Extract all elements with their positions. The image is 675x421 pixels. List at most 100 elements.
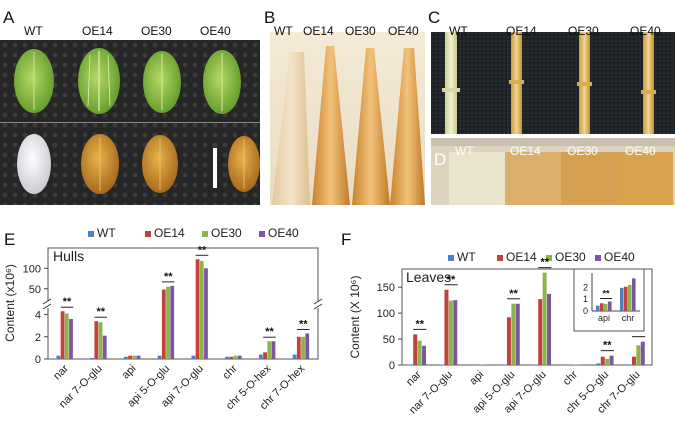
legend-swatch (595, 255, 601, 261)
bar (422, 345, 427, 365)
bar (417, 340, 422, 365)
bar (128, 355, 132, 359)
chart-title: Leaves (406, 269, 451, 285)
bar (94, 321, 99, 359)
inset-significance-mark: ** (602, 289, 610, 299)
bar (448, 300, 453, 365)
significance-mark: ** (63, 296, 72, 308)
bar (605, 358, 610, 365)
panel-letter-e: E (4, 230, 16, 249)
inset-category-label: api (598, 313, 610, 323)
axis-break-mark (313, 298, 323, 305)
bar (609, 355, 614, 365)
bar (636, 345, 641, 365)
seed-photo (0, 40, 260, 205)
significance-mark: ** (96, 306, 105, 318)
bar (263, 352, 267, 359)
bar (170, 285, 175, 359)
bar (305, 333, 310, 359)
y-axis-label: Content (X 10⁶) (348, 276, 362, 359)
panel-d-label-wt: WT (455, 144, 474, 158)
bar (60, 311, 65, 359)
inset-y-tick-label: 0 (583, 306, 588, 316)
bar (123, 356, 128, 359)
significance-mark: ** (447, 274, 456, 286)
bar (98, 322, 103, 359)
significance-mark: ** (541, 257, 550, 269)
panel-c-label-oe30: OE30 (568, 24, 599, 38)
inset-bar (624, 286, 628, 311)
bar (233, 355, 238, 359)
green-seed (14, 49, 54, 113)
panel-b-label-oe40: OE40 (388, 24, 419, 38)
legend-label: OE40 (604, 250, 635, 264)
y-tick-label: 2 (35, 332, 41, 344)
bar (292, 354, 297, 359)
scale-bar (213, 148, 217, 188)
legend-swatch (145, 231, 151, 237)
bar (204, 268, 208, 359)
leaves-bar-chart: WT OE14 OE30 OE40 0 50 100 150 Content (X 10⁶) Le… (348, 250, 653, 416)
legend-swatch (546, 255, 552, 261)
plot-frame (47, 247, 319, 360)
bar (157, 355, 162, 359)
green-seed (143, 51, 181, 113)
axis-break-mark (313, 303, 323, 310)
bar (56, 355, 61, 359)
bar (199, 260, 204, 359)
panel-letter-f: F (341, 230, 352, 249)
inset-y-tick-label: 2 (583, 282, 588, 292)
panel-letter-b: B (264, 8, 276, 27)
inset-bar (620, 287, 624, 311)
axis-break-mark (42, 298, 52, 305)
bar (408, 364, 413, 365)
bar (506, 317, 511, 365)
bar (596, 363, 601, 365)
inset-bar (632, 278, 636, 311)
inset-category-label: chr (622, 313, 635, 323)
bar (640, 341, 645, 365)
bar (267, 341, 272, 359)
axis-break-gap (42, 301, 51, 308)
legend-swatch (448, 255, 454, 261)
stem-photo (270, 32, 425, 205)
bar (453, 300, 458, 365)
golden-seed (81, 134, 119, 194)
bar (90, 357, 95, 359)
y-axis-label: Content (x10⁶) (3, 264, 17, 342)
bar (627, 364, 632, 365)
panel-a-label-oe30: OE30 (141, 24, 172, 38)
significance-mark: ** (634, 326, 643, 338)
legend-label: WT (457, 250, 476, 264)
y-tick-label: 100 (377, 308, 395, 320)
plot-frame (401, 268, 653, 366)
panel-d-label-oe30: OE30 (567, 144, 598, 158)
significance-mark: ** (299, 318, 308, 330)
bar (132, 355, 137, 359)
legend-label: OE30 (211, 226, 242, 240)
panel-b-label-oe14: OE14 (303, 24, 334, 38)
inset-bar (600, 303, 604, 311)
bar (102, 335, 107, 359)
green-seed (203, 50, 241, 114)
panel-b-label-oe30: OE30 (345, 24, 376, 38)
bar (413, 334, 418, 365)
inset-bar (608, 301, 612, 311)
panel-b-label-wt: WT (274, 24, 293, 38)
extract-photo (431, 138, 675, 205)
bar (64, 313, 69, 359)
bar (166, 286, 170, 359)
legend-label: OE14 (506, 250, 537, 264)
legend-swatch (88, 231, 94, 237)
legend-label: WT (97, 226, 116, 240)
inset-y-tick-label: 1 (583, 294, 588, 304)
panel-c-label-wt: WT (449, 24, 468, 38)
bar (136, 355, 141, 359)
category-label: nar (51, 362, 71, 382)
y-tick-label: 100 (23, 263, 41, 275)
bar (440, 364, 445, 365)
bar (237, 355, 242, 359)
bar (195, 259, 200, 359)
inset-bar (628, 284, 632, 311)
bar (600, 356, 605, 365)
